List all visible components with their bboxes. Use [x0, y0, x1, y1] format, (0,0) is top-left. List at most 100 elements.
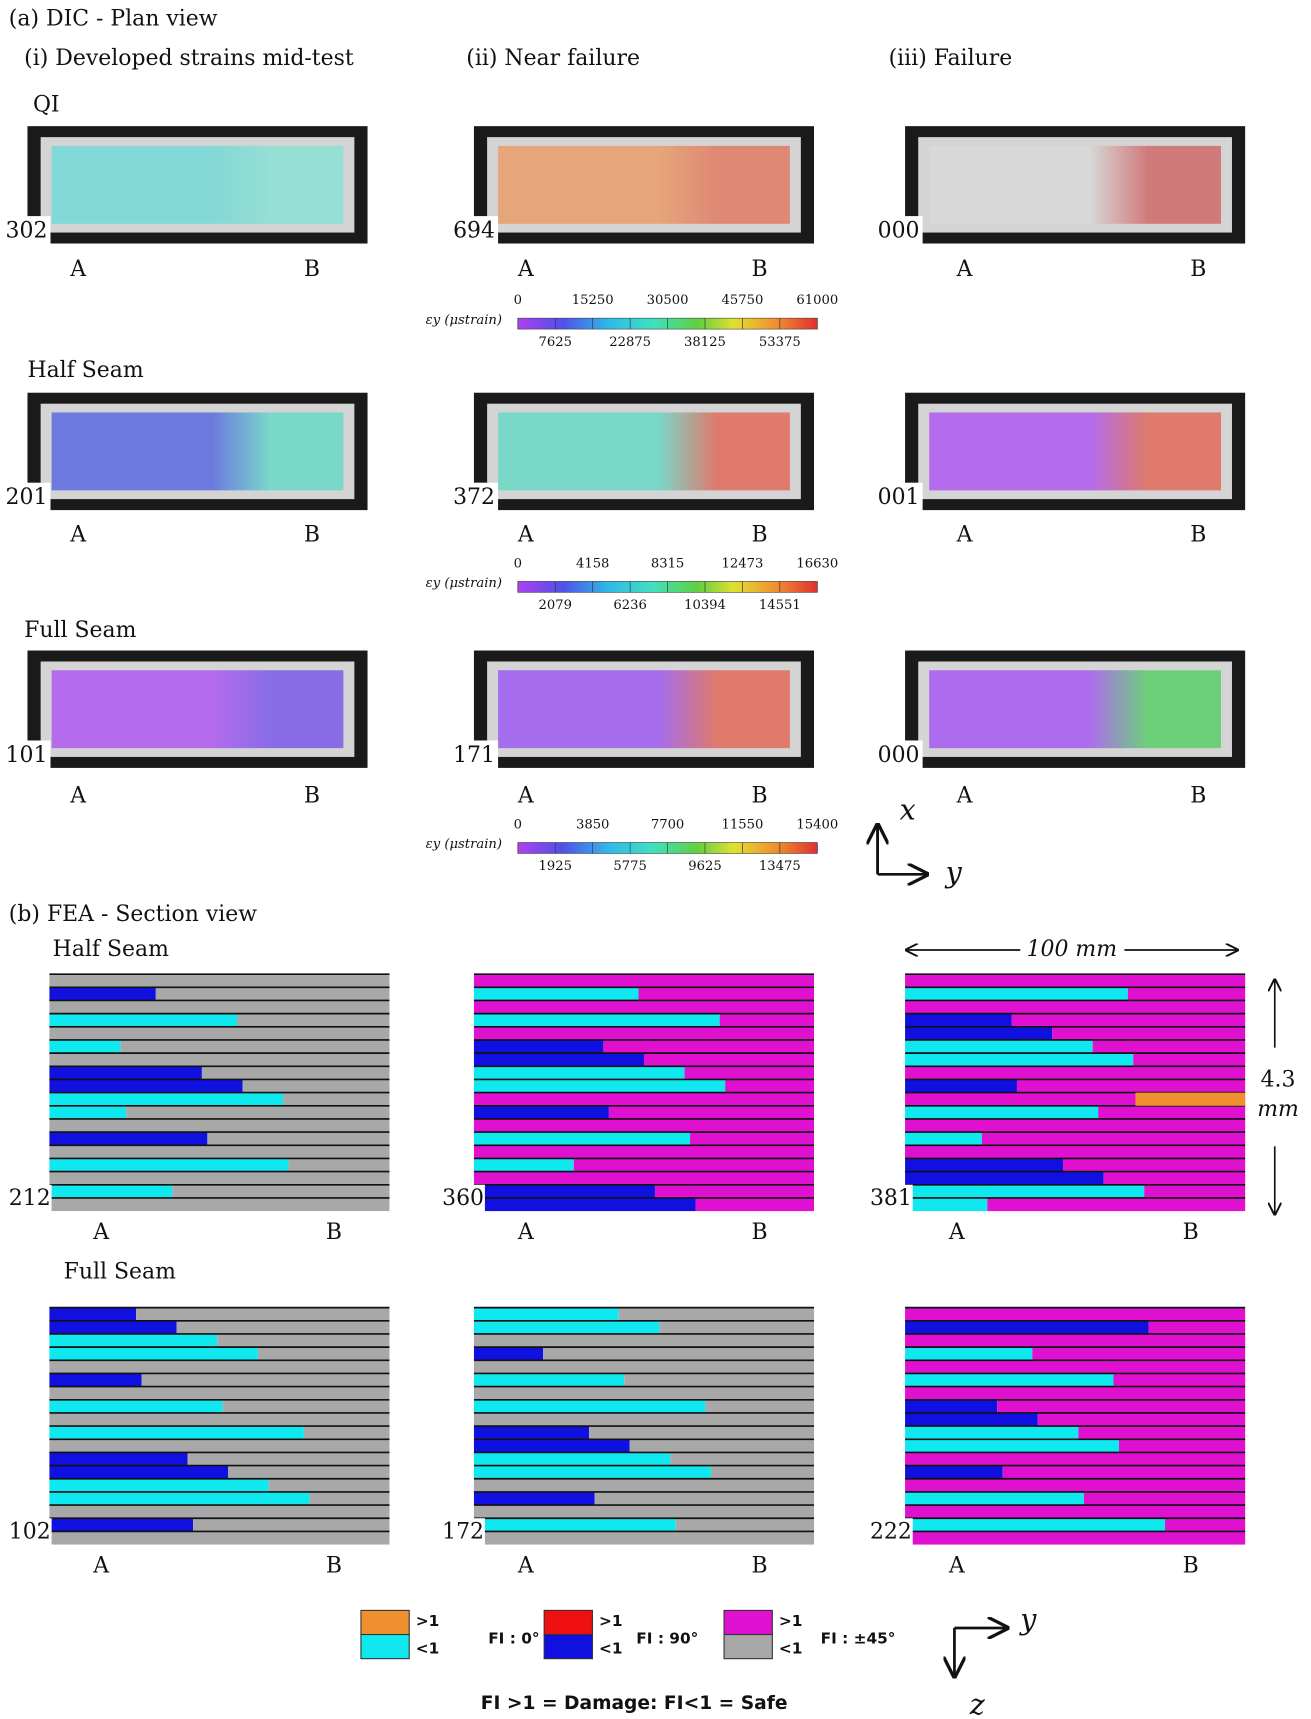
- layer: [905, 1171, 1104, 1185]
- colorbar-tick-label: 9625: [688, 859, 721, 874]
- layer: [49, 1373, 142, 1387]
- id-box: [874, 216, 923, 247]
- layer: [589, 1426, 815, 1440]
- legend-note: FI >1 = Damage: FI<1 = Safe: [481, 1693, 788, 1714]
- layer: [49, 987, 156, 1001]
- layer: [257, 1347, 390, 1361]
- layer: [49, 1000, 390, 1014]
- panel-id: 001: [878, 485, 920, 510]
- layer: [473, 1092, 815, 1106]
- layer: [905, 1053, 1134, 1067]
- layer: [905, 1426, 1079, 1440]
- layer: [228, 1465, 390, 1479]
- layer: [473, 1307, 619, 1321]
- layer: [905, 1491, 1084, 1506]
- end-label: A: [517, 522, 535, 547]
- colorbar-label: εy (μstrain): [426, 837, 502, 852]
- end-label: B: [1190, 522, 1206, 547]
- panel-id: 372: [453, 485, 495, 510]
- layer: [1083, 1491, 1246, 1506]
- layer: [905, 1518, 1166, 1532]
- strain-field: [498, 412, 790, 491]
- layer: [49, 1439, 390, 1453]
- column-header: (iii) Failure: [889, 46, 1013, 71]
- row-label: Half Seam: [53, 937, 169, 962]
- layer: [905, 1399, 998, 1413]
- legend-label: FI : ±45°: [821, 1629, 896, 1647]
- layer: [643, 1053, 815, 1067]
- layer: [905, 1347, 1033, 1361]
- layer: [1063, 1158, 1246, 1172]
- layer: [49, 1320, 177, 1334]
- layer: [1133, 1053, 1246, 1067]
- layer: [49, 1053, 390, 1067]
- layer: [473, 1465, 711, 1479]
- layer: [684, 1066, 815, 1080]
- layer: [905, 1132, 982, 1146]
- layer: [222, 1399, 390, 1413]
- layer: [473, 987, 639, 1001]
- layer: [997, 1399, 1246, 1413]
- panel-id: 171: [453, 743, 495, 768]
- layer: [136, 1307, 390, 1321]
- layer: [49, 1518, 194, 1532]
- axis-arrow: [876, 824, 927, 874]
- panel-id: 302: [6, 218, 48, 243]
- colorbar-tick-label: 16630: [796, 556, 838, 571]
- layer: [1032, 1347, 1246, 1361]
- layer: [905, 1478, 1246, 1492]
- layer: [1052, 1026, 1246, 1040]
- layer: [473, 1039, 604, 1054]
- dimension-label: 4.3: [1261, 1068, 1296, 1093]
- layer: [49, 1132, 208, 1146]
- colorbar-tick-label: 8315: [651, 556, 684, 571]
- layer: [675, 1518, 815, 1532]
- layer: [690, 1132, 815, 1146]
- colorbar-label: εy (μstrain): [426, 313, 502, 328]
- layer: [126, 1105, 390, 1119]
- colorbar-tick-label: 0: [514, 556, 522, 571]
- layer: [473, 1145, 815, 1159]
- row-label: Full Seam: [24, 618, 136, 643]
- layer: [905, 1412, 1038, 1427]
- colorbar-tick-label: 14551: [759, 598, 801, 613]
- end-label: B: [1190, 257, 1206, 282]
- layer: [49, 1066, 202, 1080]
- colorbar-tick-label: 11550: [722, 817, 764, 832]
- panel-id: 694: [453, 218, 495, 243]
- end-label: A: [948, 1220, 966, 1245]
- layer: [905, 1197, 988, 1212]
- layer: [1098, 1105, 1246, 1119]
- end-label: A: [517, 783, 535, 808]
- layer: [629, 1439, 815, 1453]
- layer: [603, 1039, 815, 1054]
- colorbar-tick-label: 6236: [613, 598, 646, 613]
- layer: [49, 1026, 390, 1040]
- end-label: B: [304, 783, 320, 808]
- end-label: B: [751, 257, 767, 282]
- layer: [473, 1518, 676, 1532]
- id-box: [5, 1184, 52, 1214]
- colorbar-tick-label: 15250: [572, 293, 614, 308]
- layer: [1113, 1373, 1246, 1387]
- layer: [654, 1184, 815, 1198]
- end-label: A: [69, 257, 87, 282]
- layer: [695, 1197, 815, 1212]
- layer: [905, 1465, 1003, 1479]
- legend-swatch: [723, 1609, 773, 1636]
- strain-field: [929, 670, 1222, 749]
- layer: [1011, 1013, 1246, 1027]
- layer: [49, 1013, 237, 1027]
- layer: [624, 1373, 815, 1387]
- legend-swatch: [360, 1609, 410, 1636]
- layer: [905, 1039, 1093, 1054]
- layer: [905, 1118, 1246, 1133]
- panel-id: 212: [9, 1186, 51, 1211]
- layer: [905, 1000, 1246, 1014]
- legend-label: FI : 0°: [488, 1629, 539, 1647]
- layer: [905, 1373, 1114, 1387]
- layer: [710, 1465, 815, 1479]
- layer: [473, 1197, 696, 1212]
- layer: [473, 1333, 815, 1348]
- layer: [1118, 1439, 1246, 1453]
